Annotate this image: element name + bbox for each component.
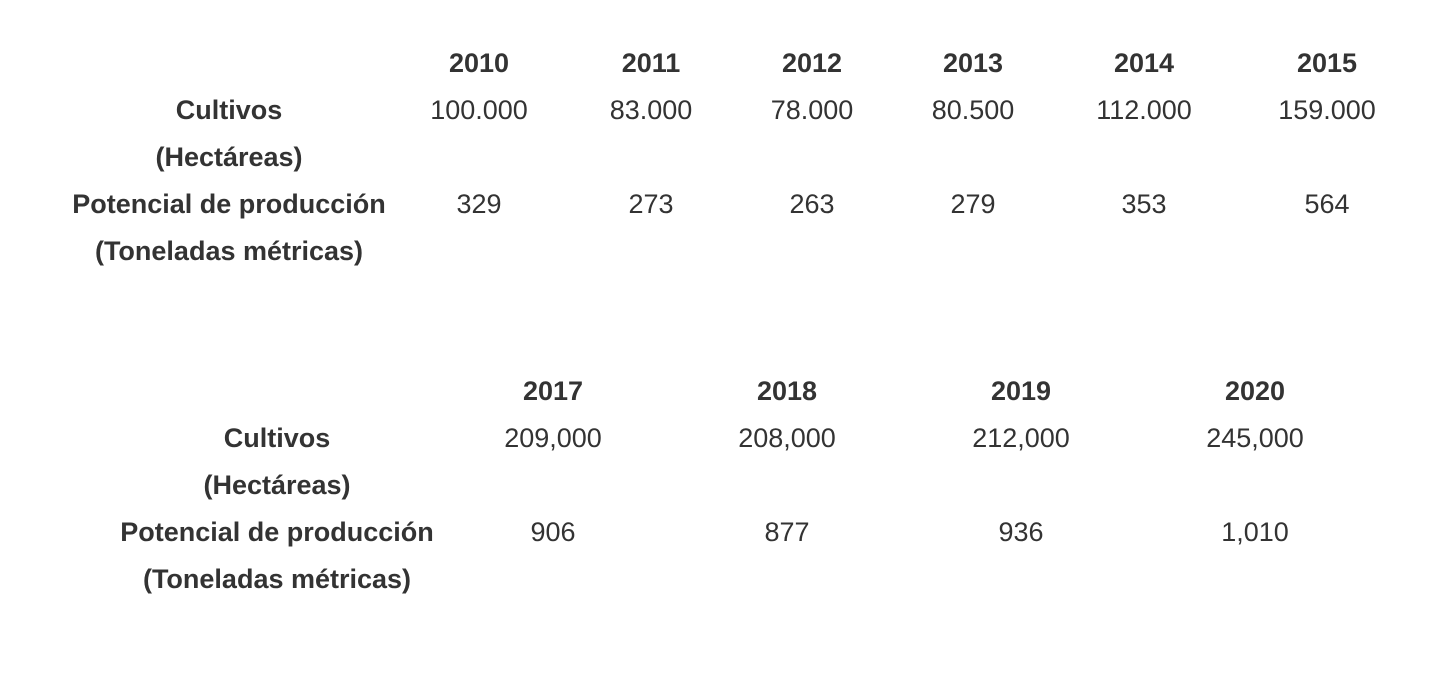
year-header: 2011 xyxy=(621,48,681,78)
year-header: 2015 xyxy=(1296,48,1358,78)
row-label-cultivos: Cultivos (Hectáreas) xyxy=(70,87,388,181)
row-label-potencial: Potencial de producción (Toneladas métri… xyxy=(118,509,436,603)
row-label-line: Potencial de producción xyxy=(120,517,434,547)
table-cell: 208,000 xyxy=(738,423,836,453)
table-cell: 353 xyxy=(1121,189,1167,219)
table-cell: 273 xyxy=(628,189,674,219)
table-row-potencial: Potencial de producción (Toneladas métri… xyxy=(70,181,1420,275)
row-label-potencial: Potencial de producción (Toneladas métri… xyxy=(70,181,388,275)
table-cell: 564 xyxy=(1304,189,1350,219)
crops-table-2010-2015: 2010 2011 2012 2013 2014 2015 Cultivos (… xyxy=(70,40,1420,275)
table-row-cultivos: Cultivos (Hectáreas) 100.000 83.000 78.0… xyxy=(70,87,1420,181)
row-label-line: Cultivos xyxy=(175,95,283,125)
table-row-potencial: Potencial de producción (Toneladas métri… xyxy=(118,509,1372,603)
table-cell: 212,000 xyxy=(972,423,1070,453)
table-cell: 279 xyxy=(950,189,996,219)
table-cell: 329 xyxy=(456,189,502,219)
table-cell: 877 xyxy=(764,517,810,547)
year-header: 2013 xyxy=(942,48,1004,78)
year-header: 2010 xyxy=(448,48,510,78)
table-cell: 100.000 xyxy=(430,95,528,125)
crops-table-2017-2020: 2017 2018 2019 2020 Cultivos (Hectáreas)… xyxy=(118,368,1372,603)
table-cell: 245,000 xyxy=(1206,423,1304,453)
table-cell: 906 xyxy=(530,517,576,547)
table-row-cultivos: Cultivos (Hectáreas) 209,000 208,000 212… xyxy=(118,415,1372,509)
row-label-line: Potencial de producción xyxy=(72,189,386,219)
table-cell: 263 xyxy=(789,189,835,219)
table-cell: 80.500 xyxy=(931,95,1015,125)
year-header: 2012 xyxy=(781,48,843,78)
year-header: 2014 xyxy=(1113,48,1175,78)
table-cell: 936 xyxy=(998,517,1044,547)
row-label-unit: (Toneladas métricas) xyxy=(94,236,364,266)
header-corner xyxy=(118,368,436,415)
row-label-unit: (Hectáreas) xyxy=(203,470,351,500)
year-header: 2018 xyxy=(756,376,818,406)
table-header-row: 2017 2018 2019 2020 xyxy=(118,368,1372,415)
year-header: 2019 xyxy=(990,376,1052,406)
table-header-row: 2010 2011 2012 2013 2014 2015 xyxy=(70,40,1420,87)
row-label-unit: (Hectáreas) xyxy=(155,142,303,172)
table-cell: 159.000 xyxy=(1278,95,1376,125)
header-corner xyxy=(70,40,388,87)
table-cell: 78.000 xyxy=(770,95,854,125)
table-cell: 1,010 xyxy=(1221,517,1289,547)
row-label-unit: (Toneladas métricas) xyxy=(142,564,412,594)
row-label-line: Cultivos xyxy=(223,423,331,453)
table-cell: 209,000 xyxy=(504,423,602,453)
row-label-cultivos: Cultivos (Hectáreas) xyxy=(118,415,436,509)
table-cell: 112.000 xyxy=(1096,95,1192,125)
year-header: 2020 xyxy=(1224,376,1286,406)
table-cell: 83.000 xyxy=(609,95,693,125)
year-header: 2017 xyxy=(522,376,584,406)
